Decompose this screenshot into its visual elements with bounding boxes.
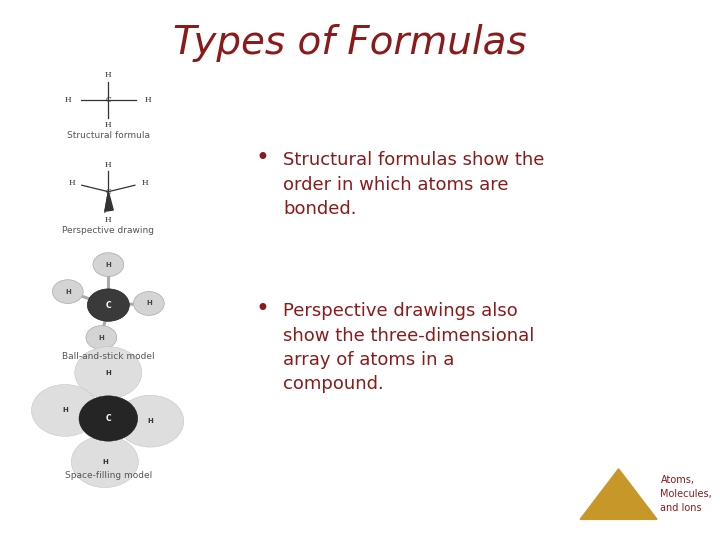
Circle shape [32, 384, 99, 436]
Circle shape [71, 436, 138, 488]
Text: C: C [105, 188, 111, 195]
Text: H: H [102, 458, 108, 465]
Text: Space-filling model: Space-filling model [65, 471, 152, 480]
Text: H: H [141, 179, 148, 186]
Text: H: H [105, 71, 112, 79]
Text: Types of Formulas: Types of Formulas [173, 24, 526, 62]
Polygon shape [580, 469, 657, 519]
Text: H: H [145, 96, 152, 104]
Circle shape [53, 280, 84, 303]
Text: H: H [68, 179, 76, 186]
Text: H: H [148, 418, 153, 424]
Text: •: • [255, 297, 269, 321]
Text: H: H [146, 300, 152, 307]
Text: H: H [65, 288, 71, 295]
Text: Structural formulas show the
order in which atoms are
bonded.: Structural formulas show the order in wh… [283, 151, 544, 218]
Circle shape [86, 326, 117, 349]
Circle shape [133, 292, 164, 315]
Circle shape [117, 395, 184, 447]
Circle shape [93, 253, 124, 276]
Circle shape [87, 289, 130, 321]
Text: •: • [255, 146, 269, 170]
Text: Perspective drawings also
show the three-dimensional
array of atoms in a
compoun: Perspective drawings also show the three… [283, 302, 534, 393]
Text: H: H [105, 216, 112, 224]
Text: H: H [105, 261, 111, 268]
Text: C: C [106, 301, 111, 309]
Text: C: C [105, 96, 111, 104]
Text: H: H [105, 120, 112, 129]
Text: H: H [105, 369, 111, 376]
Polygon shape [105, 192, 113, 211]
Text: Atoms,
Molecules,
and Ions: Atoms, Molecules, and Ions [660, 475, 712, 513]
Circle shape [75, 347, 142, 399]
Text: H: H [65, 96, 72, 104]
Text: H: H [99, 334, 104, 341]
Circle shape [79, 396, 138, 441]
Text: Structural formula: Structural formula [67, 131, 150, 139]
Text: C: C [106, 414, 111, 423]
Text: Perspective drawing: Perspective drawing [63, 226, 154, 235]
Text: Ball-and-stick model: Ball-and-stick model [62, 352, 155, 361]
Text: H: H [105, 161, 112, 168]
Text: H: H [62, 407, 68, 414]
